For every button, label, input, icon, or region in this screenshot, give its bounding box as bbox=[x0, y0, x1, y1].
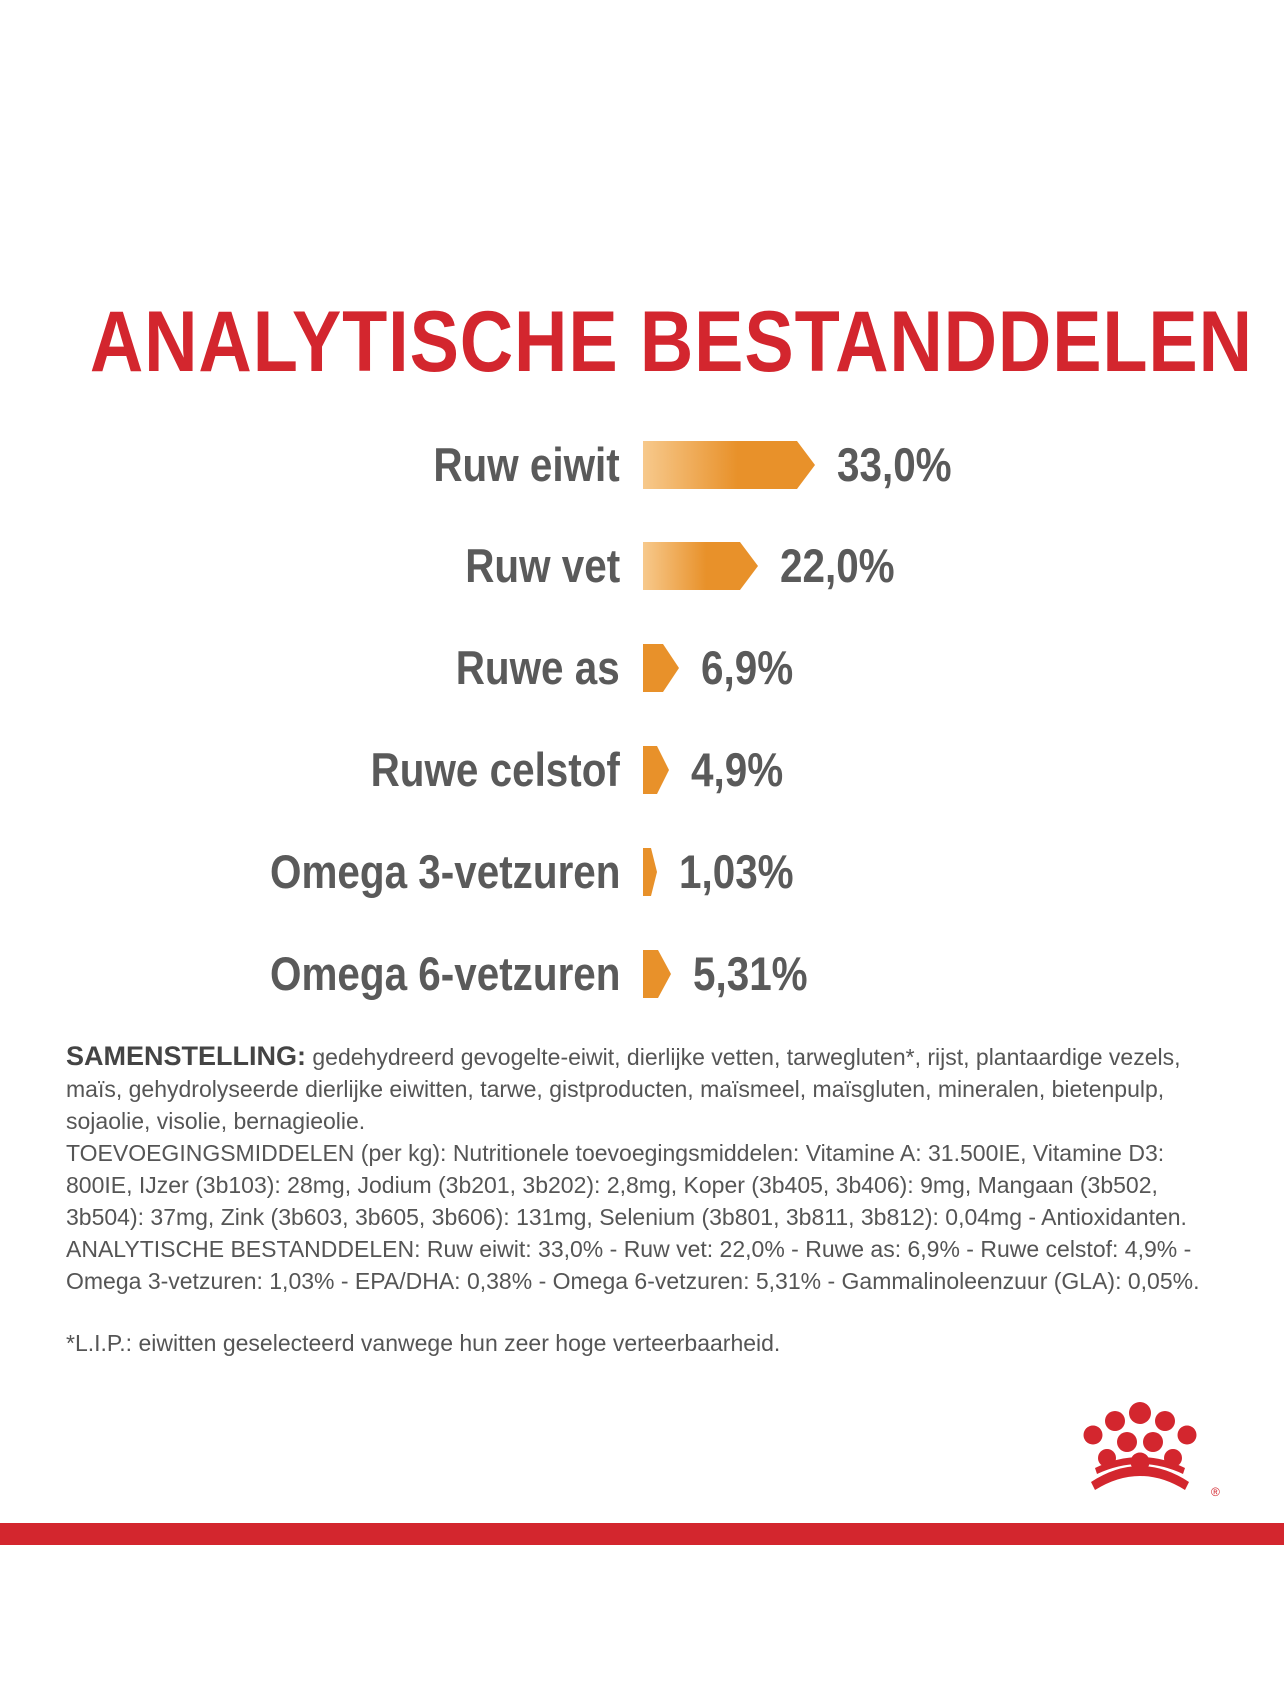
analysis-label: Ruw eiwit bbox=[433, 438, 620, 491]
analysis-bar bbox=[643, 746, 669, 794]
analysis-bar-shape bbox=[643, 950, 671, 998]
analysis-value: 33,0% bbox=[837, 438, 952, 491]
analysis-label: Ruwe as bbox=[456, 641, 620, 694]
analysis-row: Ruw eiwit 33,0% bbox=[0, 435, 1284, 495]
analysis-label: Ruw vet bbox=[465, 539, 620, 592]
analysis-row: Ruwe as 6,9% bbox=[0, 638, 1284, 698]
analysis-bar-shape bbox=[643, 542, 758, 590]
analysis-row: Omega 6-vetzuren 5,31% bbox=[0, 944, 1284, 1004]
analysis-row: Ruwe celstof 4,9% bbox=[0, 740, 1284, 800]
analysis-bar-shape bbox=[643, 848, 657, 896]
bottom-brand-stripe bbox=[0, 1523, 1284, 1545]
analysis-label: Omega 3-vetzuren bbox=[269, 845, 620, 898]
composition-ingredients-text: gedehydreerd gevogelte-eiwit, dierlijke … bbox=[66, 1044, 1181, 1134]
analysis-row: Ruw vet 22,0% bbox=[0, 536, 1284, 596]
analysis-value: 22,0% bbox=[780, 539, 895, 592]
analysis-bar-shape bbox=[643, 746, 669, 794]
analysis-value: 1,03% bbox=[679, 845, 794, 898]
analysis-bar bbox=[643, 848, 657, 896]
analysis-bar bbox=[643, 644, 679, 692]
composition-ingredients: SAMENSTELLING: gedehydreerd gevogelte-ei… bbox=[66, 1040, 1226, 1137]
analysis-label: Ruwe celstof bbox=[370, 743, 620, 796]
registered-mark: ® bbox=[1211, 1485, 1220, 1499]
analysis-bar bbox=[643, 542, 758, 590]
royal-canin-crown-icon: ® bbox=[1055, 1400, 1225, 1500]
analysis-label: Omega 6-vetzuren bbox=[269, 947, 620, 1000]
composition-block: SAMENSTELLING: gedehydreerd gevogelte-ei… bbox=[66, 1040, 1226, 1359]
analysis-value: 5,31% bbox=[693, 947, 808, 1000]
analysis-bar-shape bbox=[643, 644, 679, 692]
analysis-bar-shape bbox=[643, 441, 815, 489]
composition-additives: TOEVOEGINGSMIDDELEN (per kg): Nutritione… bbox=[66, 1140, 1187, 1230]
page-title: ANALYTISCHE BESTANDDELEN bbox=[89, 294, 1253, 390]
analysis-bar bbox=[643, 441, 815, 489]
analysis-bar bbox=[643, 950, 671, 998]
analysis-row: Omega 3-vetzuren 1,03% bbox=[0, 842, 1284, 902]
analysis-value: 4,9% bbox=[691, 743, 784, 796]
analysis-value: 6,9% bbox=[701, 641, 794, 694]
composition-heading: SAMENSTELLING: bbox=[66, 1041, 306, 1071]
composition-analytical: ANALYTISCHE BESTANDDELEN: Ruw eiwit: 33,… bbox=[66, 1236, 1200, 1294]
composition-footnote: *L.I.P.: eiwitten geselecteerd vanwege h… bbox=[66, 1330, 781, 1356]
